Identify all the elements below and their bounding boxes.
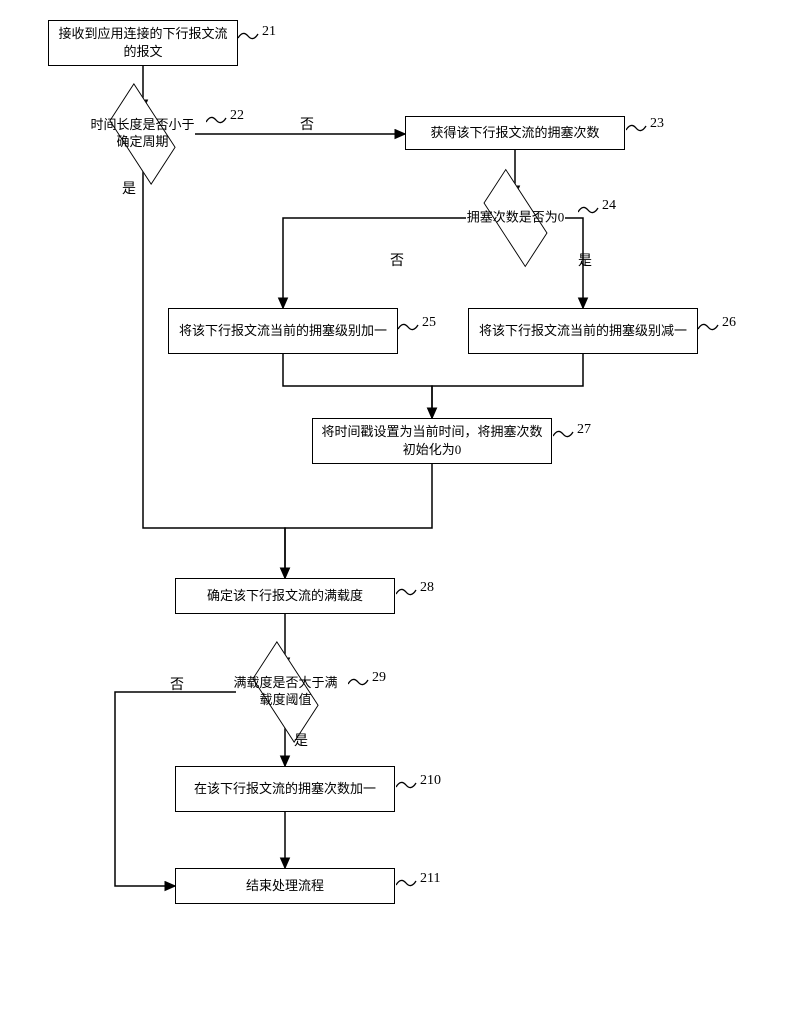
node-210: 在该下行报文流的拥塞次数加一: [175, 766, 395, 812]
node-23-text: 获得该下行报文流的拥塞次数: [430, 124, 599, 142]
node-24-text: 拥塞次数是否为0: [467, 210, 565, 225]
node-27-text: 将时间戳设置为当前时间，将拥塞次数初始化为0: [321, 423, 543, 459]
squiggle-23: [626, 122, 648, 134]
label-29: 29: [372, 670, 386, 686]
squiggle-21: [238, 30, 260, 42]
edge-label-29-no: 否: [170, 674, 184, 694]
node-27: 将时间戳设置为当前时间，将拥塞次数初始化为0: [312, 418, 552, 464]
node-211: 结束处理流程: [175, 868, 395, 904]
node-24: 拥塞次数是否为0: [478, 198, 553, 238]
squiggle-29: [348, 676, 370, 688]
node-26: 将该下行报文流当前的拥塞级别减一: [468, 308, 698, 354]
node-26-text: 将该下行报文流当前的拥塞级别减一: [479, 322, 687, 340]
squiggle-25: [398, 321, 420, 333]
label-211: 211: [420, 871, 440, 887]
label-210: 210: [420, 773, 441, 789]
edge-label-22-no: 否: [300, 114, 314, 134]
squiggle-28: [396, 586, 418, 598]
label-21: 21: [262, 24, 276, 40]
node-211-text: 结束处理流程: [246, 877, 324, 895]
label-25: 25: [422, 315, 436, 331]
node-210-text: 在该下行报文流的拥塞次数加一: [194, 780, 376, 798]
node-21-text: 接收到应用连接的下行报文流的报文: [57, 25, 229, 61]
node-25: 将该下行报文流当前的拥塞级别加一: [168, 308, 398, 354]
node-22-text: 时间长度是否小于确定周期: [90, 117, 194, 149]
edge-label-24-no: 否: [390, 250, 404, 270]
node-22: 时间长度是否小于确定周期: [105, 112, 180, 156]
squiggle-211: [396, 877, 418, 889]
node-21: 接收到应用连接的下行报文流的报文: [48, 20, 238, 66]
label-24: 24: [602, 198, 616, 214]
node-25-text: 将该下行报文流当前的拥塞级别加一: [179, 322, 387, 340]
squiggle-27: [553, 428, 575, 440]
node-29-text: 满载度是否大于满载度阈值: [233, 675, 337, 707]
node-28-text: 确定该下行报文流的满载度: [207, 587, 363, 605]
node-29: 满载度是否大于满载度阈值: [248, 670, 323, 714]
squiggle-24: [578, 204, 600, 216]
squiggle-210: [396, 779, 418, 791]
edge-label-29-yes: 是: [294, 730, 308, 750]
label-27: 27: [577, 422, 591, 438]
label-26: 26: [722, 315, 736, 331]
edge-label-24-yes: 是: [578, 250, 592, 270]
node-23: 获得该下行报文流的拥塞次数: [405, 116, 625, 150]
squiggle-22: [206, 114, 228, 126]
label-23: 23: [650, 116, 664, 132]
node-28: 确定该下行报文流的满载度: [175, 578, 395, 614]
label-28: 28: [420, 580, 434, 596]
edge-label-22-yes: 是: [122, 178, 136, 198]
squiggle-26: [698, 321, 720, 333]
label-22: 22: [230, 108, 244, 124]
